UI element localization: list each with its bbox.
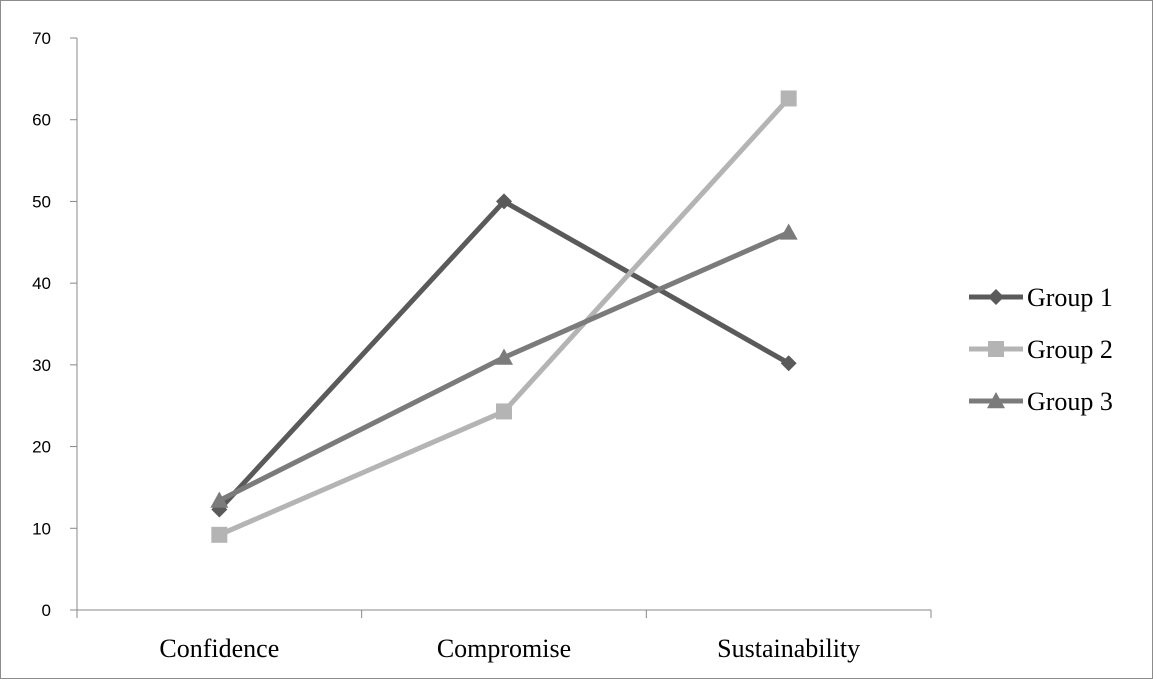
series-line [218, 230, 790, 503]
legend-swatch-marker [987, 392, 1005, 409]
y-tick-label: 40 [32, 274, 51, 293]
legend-item-3: Group 3 [969, 387, 1113, 416]
data-point [779, 223, 798, 240]
legend-item-2: Group 2 [969, 335, 1113, 364]
legend-label: Group 1 [1027, 283, 1113, 312]
legend-label: Group 2 [1027, 335, 1113, 364]
legend-swatch-marker [988, 289, 1004, 305]
y-tick-label: 50 [32, 192, 51, 211]
axes: 0 10 20 30 40 50 60 70 Confidence Compromise Susta… [32, 29, 932, 663]
data-point [780, 90, 797, 107]
x-tick-label: Confidence [159, 634, 279, 663]
y-tick-label: 10 [32, 519, 51, 538]
y-tick-label: 60 [32, 111, 51, 130]
series-3 [210, 223, 798, 508]
data-point [211, 526, 228, 543]
x-tick-label: Compromise [437, 634, 571, 663]
x-tick-label: Sustainability [717, 634, 860, 663]
data-point [496, 403, 512, 420]
y-tick-label: 0 [42, 601, 51, 620]
y-tick-label: 30 [32, 356, 51, 375]
data-point [495, 348, 513, 365]
y-tick-label: 20 [32, 438, 51, 457]
legend-label: Group 3 [1027, 387, 1113, 416]
data-point [496, 193, 512, 210]
legend: Group 1 Group 2 Group 3 [969, 283, 1113, 416]
data-point [780, 355, 797, 372]
series-layer [210, 90, 798, 543]
data-point [210, 491, 229, 508]
series-2 [211, 90, 797, 543]
y-tick-label: 70 [32, 29, 51, 48]
legend-item-1: Group 1 [969, 283, 1113, 312]
legend-swatch-marker [988, 341, 1004, 357]
